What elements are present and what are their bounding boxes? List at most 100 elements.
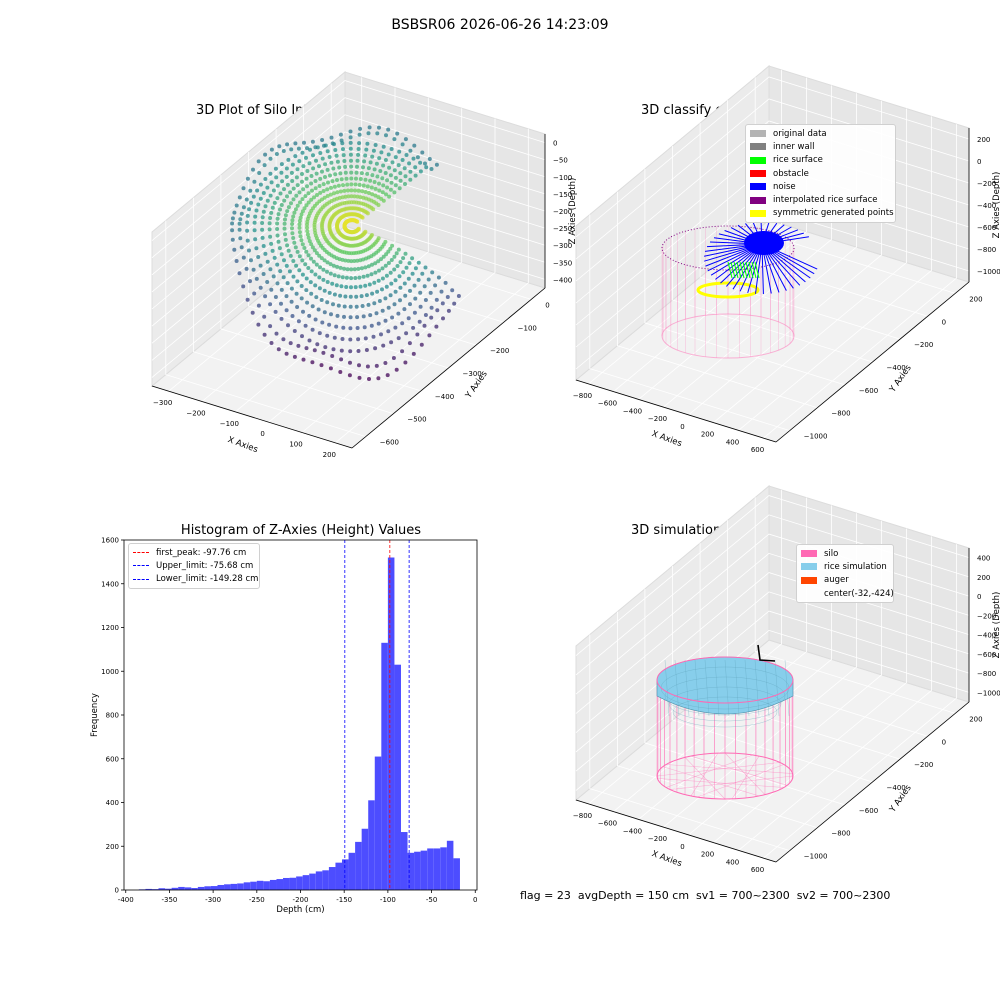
y-tick-label: −300 bbox=[463, 370, 482, 378]
scatter-point bbox=[232, 247, 237, 252]
scatter-point bbox=[322, 258, 327, 263]
legend-label: first_peak: -97.76 cm bbox=[156, 547, 247, 558]
scatter-point bbox=[411, 351, 416, 356]
scatter-point bbox=[379, 150, 384, 155]
scatter-point bbox=[343, 170, 348, 175]
scatter-point bbox=[372, 167, 377, 172]
scatter-point bbox=[430, 270, 435, 275]
x-tick-label: 200 bbox=[323, 451, 336, 459]
scatter-point bbox=[367, 191, 371, 195]
scatter-point bbox=[283, 237, 288, 242]
scatter-point bbox=[375, 289, 380, 294]
rice-surface-mark bbox=[751, 261, 757, 279]
scatter-point bbox=[413, 165, 418, 170]
scatter-point bbox=[365, 184, 370, 189]
scatter-point bbox=[362, 325, 367, 330]
scatter-point bbox=[322, 310, 327, 315]
scatter-point bbox=[361, 183, 366, 188]
rice-surface-mark bbox=[742, 261, 748, 279]
scatter-point bbox=[306, 253, 311, 258]
histogram-bar bbox=[309, 873, 316, 890]
scatter-point bbox=[389, 258, 394, 262]
scatter-point bbox=[289, 286, 294, 291]
scatter-point bbox=[415, 155, 420, 160]
scatter-point bbox=[349, 164, 354, 169]
scatter-point bbox=[320, 320, 325, 325]
legend-swatch bbox=[750, 143, 766, 151]
histogram-bar bbox=[296, 876, 303, 890]
scatter-point bbox=[268, 193, 273, 198]
scatter-point bbox=[313, 272, 318, 277]
z-tick-label: −200 bbox=[977, 180, 996, 188]
histogram-bar bbox=[191, 888, 198, 890]
legend-label: interpolated rice surface bbox=[773, 195, 878, 206]
scatter-point bbox=[413, 296, 418, 301]
scatter-point bbox=[342, 188, 347, 193]
scatter-point bbox=[342, 159, 347, 163]
scatter-point bbox=[293, 141, 298, 146]
scatter-point bbox=[402, 307, 407, 312]
scatter-point bbox=[394, 367, 399, 372]
scatter-point bbox=[404, 153, 409, 157]
scatter-point bbox=[268, 267, 273, 272]
legend-label: original data bbox=[773, 128, 827, 139]
grid-line bbox=[151, 114, 546, 276]
scatter-point bbox=[256, 202, 261, 207]
scatter-point bbox=[310, 327, 315, 332]
scatter-point bbox=[406, 276, 411, 281]
scatter-point bbox=[348, 146, 353, 151]
scatter-point bbox=[297, 159, 302, 164]
scatter-point bbox=[392, 190, 397, 195]
scatter-point bbox=[292, 354, 297, 359]
scatter-point bbox=[295, 203, 300, 208]
scatter-point bbox=[356, 147, 361, 151]
scatter-point bbox=[390, 160, 395, 165]
scatter-point bbox=[420, 271, 425, 276]
legend-label: Lower_limit: -149.28 cm bbox=[156, 574, 259, 585]
histogram-bar bbox=[224, 884, 231, 890]
scatter-point bbox=[423, 298, 428, 302]
silo-bottom-chord bbox=[662, 766, 760, 797]
scatter-point bbox=[319, 298, 324, 302]
scatter-point bbox=[325, 300, 330, 305]
silo-bottom-chord bbox=[690, 752, 719, 797]
scatter-point bbox=[383, 263, 388, 268]
histogram-bar bbox=[433, 848, 441, 890]
scatter-point bbox=[307, 313, 312, 318]
scatter-point bbox=[254, 276, 259, 281]
histogram-bar bbox=[210, 886, 218, 890]
scatter-point bbox=[346, 194, 351, 199]
grid-line bbox=[151, 182, 546, 344]
silo-bottom-chord bbox=[731, 755, 760, 800]
scatter-point bbox=[411, 325, 416, 330]
scatter-point bbox=[304, 288, 309, 293]
x-tick-label: 0 bbox=[680, 423, 684, 431]
z-tick-label: −200 bbox=[553, 208, 572, 216]
scatter-point bbox=[270, 205, 275, 210]
scatter-point bbox=[307, 161, 312, 166]
scatter-point bbox=[339, 138, 344, 143]
scatter-point bbox=[346, 258, 351, 263]
z-tick-label: 200 bbox=[977, 136, 990, 144]
scatter-point bbox=[380, 176, 385, 181]
scatter-point bbox=[314, 262, 319, 267]
y-tick-label: 0 bbox=[942, 318, 946, 326]
x-axis-label: Depth (cm) bbox=[276, 905, 324, 915]
histogram-bar bbox=[178, 886, 185, 890]
legend-entry: center(-32,-424) bbox=[801, 587, 894, 600]
scatter-point bbox=[348, 326, 353, 331]
scatter-point bbox=[367, 125, 372, 130]
scatter-point bbox=[273, 166, 278, 171]
y-tick-label: −800 bbox=[831, 410, 850, 418]
grid-line bbox=[235, 97, 429, 413]
scatter-point bbox=[245, 220, 250, 225]
legend-swatch bbox=[750, 183, 766, 191]
scatter-point bbox=[302, 246, 307, 250]
scatter-point bbox=[232, 210, 237, 215]
y-tick-label: 0 bbox=[115, 887, 119, 895]
scatter-point bbox=[423, 265, 428, 270]
scatter-point bbox=[268, 171, 273, 176]
scatter-point bbox=[245, 176, 250, 181]
scatter-point bbox=[332, 191, 336, 196]
legend-entry: noise bbox=[750, 180, 891, 193]
